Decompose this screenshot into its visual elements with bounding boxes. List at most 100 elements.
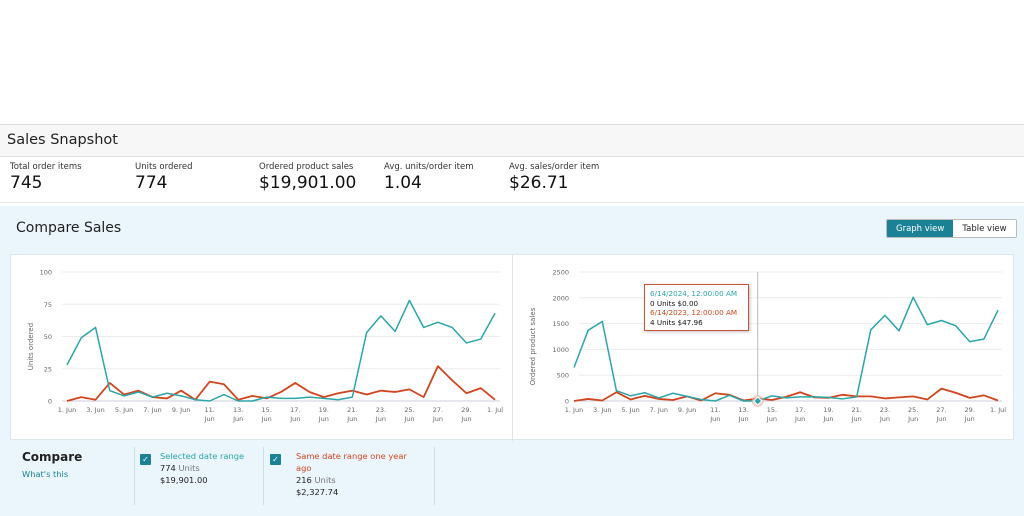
y-axis-label: Ordered product sales <box>529 307 537 385</box>
x-tick-label: 3. Jun <box>86 406 104 414</box>
x-tick-label: Jun <box>375 415 386 423</box>
x-tick-label: Jun <box>318 415 329 423</box>
x-tick-label: 5. Jun <box>621 406 639 414</box>
metric-total-order-items: Total order items 745 <box>10 162 82 193</box>
x-tick-label: Jun <box>460 415 471 423</box>
y-tick-label: 2500 <box>552 269 569 277</box>
metric-ordered-product-sales: Ordered product sales $19,901.00 <box>259 162 356 193</box>
metric-label: Total order items <box>10 162 82 172</box>
chart-tooltip: 6/14/2024, 12:00:00 AM 0 Units $0.00 6/1… <box>644 284 749 331</box>
metric-value: $26.71 <box>509 173 569 193</box>
x-tick-label: Jun <box>964 415 975 423</box>
x-tick-label: 1. Jul <box>487 406 503 414</box>
divider <box>134 447 135 505</box>
metric-avg-sales: Avg. sales/order item $26.71 <box>509 162 599 193</box>
x-tick-label: 27. <box>433 406 443 414</box>
y-axis-label: Units ordered <box>27 323 35 370</box>
x-tick-label: Jun <box>879 415 890 423</box>
x-tick-label: 11. <box>204 406 214 414</box>
chart-divider <box>512 255 513 441</box>
selected-range-legend: Selected date range 774 Units $19,901.00 <box>160 450 244 486</box>
metric-label: Units ordered <box>135 162 193 172</box>
metric-value: 774 <box>135 173 168 193</box>
divider <box>263 447 264 505</box>
compare-sales-section: Compare Sales Graph view Table view Comp… <box>0 206 1024 516</box>
previous-year-line <box>66 365 496 402</box>
previous-range-checkbox[interactable]: ✓ <box>270 454 281 465</box>
x-tick-label: 19. <box>823 406 833 414</box>
x-tick-label: Jun <box>766 415 777 423</box>
previous-units: 216 <box>296 475 312 485</box>
check-icon: ✓ <box>272 455 279 464</box>
previous-range-label: Same date range one year ago <box>296 451 407 473</box>
charts-panel <box>10 254 1014 441</box>
x-tick-label: Jun <box>907 415 918 423</box>
compare-title: Compare <box>22 450 83 464</box>
metric-value: 745 <box>10 173 43 193</box>
selected-range-checkbox[interactable]: ✓ <box>140 454 151 465</box>
table-view-button[interactable]: Table view <box>953 220 1016 237</box>
metric-avg-units: Avg. units/order item 1.04 <box>384 162 473 193</box>
x-tick-label: Jun <box>432 415 443 423</box>
x-tick-label: Jun <box>822 415 833 423</box>
x-tick-label: 21. <box>851 406 861 414</box>
x-tick-label: 5. Jun <box>115 406 133 414</box>
metrics-bar: Total order items 745 Units ordered 774 Or… <box>0 157 1024 203</box>
y-tick-label: 75 <box>44 301 52 309</box>
y-tick-label: 100 <box>40 269 52 277</box>
y-tick-label: 0 <box>48 398 52 406</box>
tooltip-date-current: 6/14/2024, 12:00:00 AM <box>650 289 738 298</box>
selected-sales: $19,901.00 <box>160 475 208 485</box>
selected-units: 774 <box>160 463 176 473</box>
x-tick-label: Jun <box>204 415 215 423</box>
hover-marker-icon <box>753 396 763 406</box>
x-tick-label: 7. Jun <box>143 406 161 414</box>
x-tick-label: 29. <box>965 406 975 414</box>
units-label: Units <box>314 475 336 485</box>
view-toggle: Graph view Table view <box>886 219 1017 238</box>
y-tick-label: 50 <box>44 333 52 341</box>
page-title: Sales Snapshot <box>7 132 118 148</box>
x-tick-label: 9. Jun <box>172 406 190 414</box>
y-tick-label: 25 <box>44 365 52 373</box>
x-tick-label: Jun <box>261 415 272 423</box>
x-tick-label: 3. Jun <box>593 406 611 414</box>
x-tick-label: Jun <box>709 415 720 423</box>
check-icon: ✓ <box>142 455 149 464</box>
previous-sales: $2,327.74 <box>296 487 339 497</box>
metric-value: 1.04 <box>384 173 422 193</box>
whats-this-link[interactable]: What's this <box>22 469 69 479</box>
x-tick-label: 1. Jul <box>990 406 1006 414</box>
x-tick-label: 23. <box>376 406 386 414</box>
previous-range-legend: Same date range one year ago 216 Units $… <box>296 450 408 498</box>
x-tick-label: Jun <box>403 415 414 423</box>
compare-sales-title: Compare Sales <box>16 220 122 236</box>
y-tick-label: 1500 <box>552 320 569 328</box>
x-tick-label: 9. Jun <box>678 406 696 414</box>
selected-range-label: Selected date range <box>160 451 245 461</box>
compare-legend: Compare What's this <box>22 450 82 479</box>
x-tick-label: 13. <box>738 406 748 414</box>
x-tick-label: Jun <box>935 415 946 423</box>
metric-value: $19,901.00 <box>259 173 357 193</box>
x-tick-label: 7. Jun <box>650 406 668 414</box>
units-label: Units <box>178 463 200 473</box>
y-tick-label: 1000 <box>552 346 569 354</box>
x-tick-label: 15. <box>262 406 272 414</box>
x-tick-label: Jun <box>851 415 862 423</box>
x-tick-label: 25. <box>908 406 918 414</box>
x-tick-label: Jun <box>289 415 300 423</box>
x-tick-label: 15. <box>767 406 777 414</box>
y-tick-label: 2000 <box>552 294 569 302</box>
x-tick-label: 23. <box>880 406 890 414</box>
x-tick-label: Jun <box>794 415 805 423</box>
x-tick-label: 21. <box>347 406 357 414</box>
x-tick-label: 1. Jun <box>58 406 76 414</box>
sales-snapshot-header: Sales Snapshot <box>0 124 1024 157</box>
x-tick-label: 17. <box>290 406 300 414</box>
x-tick-label: 27. <box>936 406 946 414</box>
graph-view-button[interactable]: Graph view <box>887 220 954 237</box>
tooltip-date-previous: 6/14/2023, 12:00:00 AM <box>650 308 738 317</box>
x-tick-label: Jun <box>232 415 243 423</box>
